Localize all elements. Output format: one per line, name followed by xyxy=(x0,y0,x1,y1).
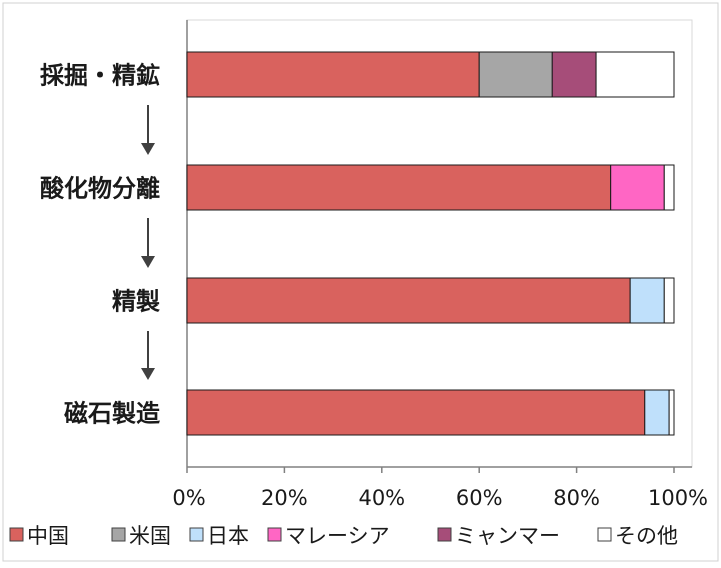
bars-group xyxy=(186,51,675,436)
x-tick-label-2: 40% xyxy=(358,486,405,510)
category-label-1: 酸化物分離 xyxy=(40,175,160,203)
bar-segment-1-5 xyxy=(663,164,675,211)
category-label-3: 磁石製造 xyxy=(64,400,160,428)
flow-arrow-head-2 xyxy=(141,368,155,380)
legend-label-3: マレーシア xyxy=(285,524,390,548)
legend-label-0: 中国 xyxy=(27,524,69,548)
bar-segment-2-2 xyxy=(629,277,665,324)
flow-arrow-head-0 xyxy=(141,143,155,155)
x-tick-label-5: 100% xyxy=(648,486,708,510)
bar-segment-1-3 xyxy=(610,164,665,211)
category-label-0: 採掘・精鉱 xyxy=(40,62,160,90)
flow-arrow-head-1 xyxy=(141,256,155,268)
legend-swatch-5 xyxy=(597,527,612,542)
x-tick-label-0: 0% xyxy=(172,486,205,510)
bar-segment-2-5 xyxy=(663,277,675,324)
legend-swatch-0 xyxy=(9,527,24,542)
legend-swatch-3 xyxy=(267,527,282,542)
x-tick-label-4: 80% xyxy=(553,486,600,510)
bar-segment-0-0 xyxy=(186,51,480,98)
legend-swatch-2 xyxy=(189,527,204,542)
legend-label-4: ミャンマー xyxy=(455,524,560,548)
bar-segment-3-0 xyxy=(186,389,646,436)
x-tick-label-3: 60% xyxy=(456,486,503,510)
legend-swatch-4 xyxy=(437,527,452,542)
bar-segment-0-1 xyxy=(478,51,553,98)
flow-arrows xyxy=(141,105,155,380)
legend-label-1: 米国 xyxy=(129,524,171,548)
legend-swatch-1 xyxy=(111,527,126,542)
x-axis: 0% 20% 40% 60% 80% 100% xyxy=(172,467,708,510)
category-label-2: 精製 xyxy=(112,288,160,316)
bar-segment-2-0 xyxy=(186,277,631,324)
legend: 中国 米国 日本 マレーシア ミャンマー その他 xyxy=(9,524,678,548)
legend-label-5: その他 xyxy=(615,524,678,548)
bar-segment-3-5 xyxy=(668,389,675,436)
bar-segment-0-4 xyxy=(551,51,597,98)
x-tick-label-1: 20% xyxy=(261,486,308,510)
bar-segment-1-0 xyxy=(186,164,612,211)
legend-label-2: 日本 xyxy=(207,524,249,548)
bar-segment-3-2 xyxy=(644,389,670,436)
bar-segment-0-5 xyxy=(595,51,675,98)
